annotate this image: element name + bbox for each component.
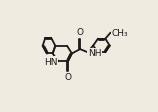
Text: CH₃: CH₃ <box>111 29 128 38</box>
Text: O: O <box>77 27 84 36</box>
Text: HN: HN <box>44 57 58 66</box>
Text: O: O <box>64 72 71 81</box>
Text: NH: NH <box>88 49 101 58</box>
